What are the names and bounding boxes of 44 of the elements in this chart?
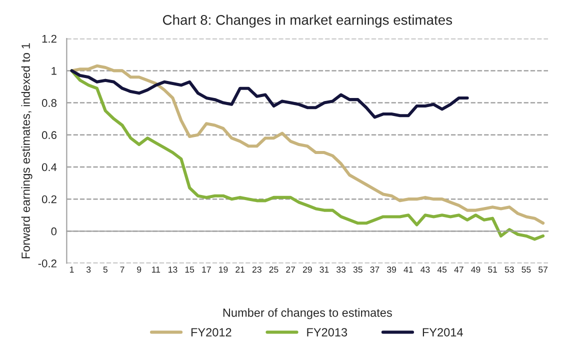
x-tick-label: 15 — [185, 266, 194, 273]
x-tick-label: 5 — [103, 266, 108, 273]
x-tick-label: 49 — [471, 266, 480, 273]
x-axis-title: Number of changes to estimates — [223, 308, 392, 320]
x-tick-label: 41 — [404, 266, 413, 273]
y-tick-label: 1 — [52, 67, 56, 75]
x-tick-label: 33 — [336, 266, 346, 273]
y-tick-label: 0.8 — [42, 99, 56, 107]
x-tick-label: 57 — [538, 266, 548, 273]
x-tick-label: 47 — [454, 266, 464, 273]
legend-label: FY2013 — [307, 328, 348, 336]
y-tick-label: -0.2 — [38, 260, 56, 268]
x-tick-label: 7 — [120, 266, 124, 273]
x-tick-label: 23 — [252, 266, 262, 273]
x-tick-label: 19 — [219, 266, 228, 273]
x-tick-label: 29 — [302, 266, 312, 273]
x-tick-label: 45 — [437, 266, 447, 273]
y-tick-label: 0.6 — [42, 131, 56, 140]
legend-label: FY2014 — [422, 328, 463, 336]
line-series — [70, 69, 469, 119]
y-axis-title: Forward earnings estimates, indexed to 1 — [21, 43, 32, 258]
x-tick-label: 11 — [152, 266, 160, 273]
x-tick-label: 17 — [202, 266, 211, 273]
x-tick-label: 35 — [353, 266, 362, 273]
x-tick-label: 51 — [488, 266, 497, 273]
x-tick-label: 39 — [387, 266, 396, 273]
y-tick-label: 0.4 — [42, 163, 57, 172]
legend-label: FY2012 — [191, 328, 232, 336]
x-tick-label: 37 — [370, 266, 380, 273]
x-tick-label: 25 — [269, 266, 278, 273]
x-tick-label: 53 — [504, 266, 514, 273]
x-tick-label: 3 — [86, 266, 91, 273]
x-tick-label: 27 — [286, 266, 295, 273]
x-tick-label: 31 — [320, 266, 329, 273]
x-tick-label: 43 — [420, 266, 430, 273]
y-tick-label: 0.2 — [42, 195, 56, 204]
x-tick-label: 1 — [70, 266, 74, 273]
x-tick-label: 55 — [522, 266, 531, 273]
y-tick-label: 0 — [51, 227, 57, 236]
x-tick-label: 13 — [168, 266, 178, 273]
x-tick-label: 21 — [236, 266, 245, 273]
y-tick-label: 1.2 — [42, 34, 56, 43]
chart-title: Chart 8: Changes in market earnings estimates — [162, 14, 452, 28]
x-tick-label: 9 — [137, 266, 142, 273]
